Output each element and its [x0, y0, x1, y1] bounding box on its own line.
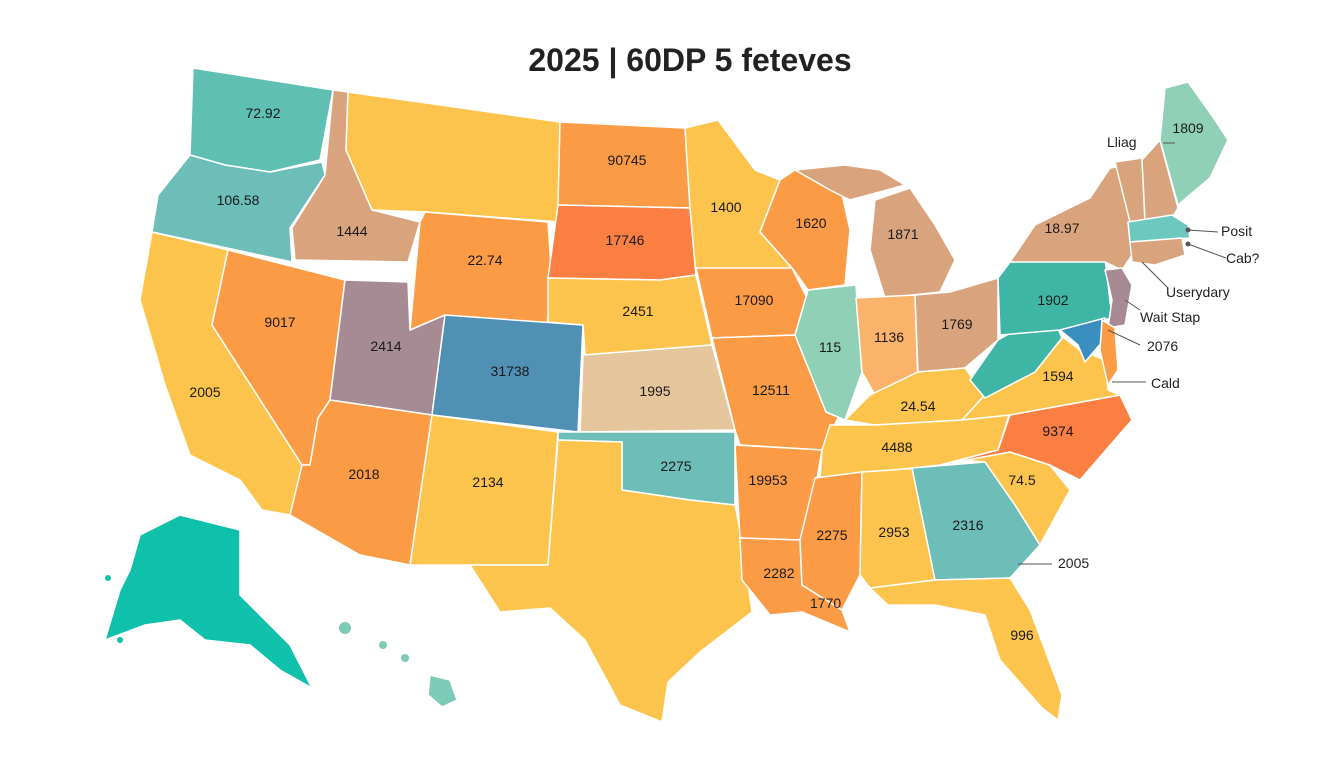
leader-line: [1107, 329, 1141, 346]
value-label-az: 2018: [348, 466, 379, 482]
state-nj[interactable]: [1104, 267, 1133, 329]
value-label-mn: 1400: [710, 199, 741, 215]
callout-2076: 2076: [1147, 338, 1178, 354]
value-label-pa: 1902: [1037, 292, 1068, 308]
state-nm[interactable]: [409, 414, 559, 566]
state-de[interactable]: [1099, 319, 1119, 386]
state-mt[interactable]: [345, 91, 561, 223]
value-label-ok: 2275: [660, 458, 691, 474]
value-label-ne: 2451: [622, 303, 653, 319]
value-label-ga: 2316: [952, 517, 983, 533]
value-label-ny: 18.97: [1044, 220, 1079, 236]
callout-lliag: Lliag: [1107, 134, 1137, 150]
state-mi-upper[interactable]: [794, 164, 906, 201]
hawaii-island: [401, 654, 409, 662]
state-ct[interactable]: [1129, 237, 1186, 266]
leader-line: [1187, 229, 1219, 233]
leader-dot: [1185, 241, 1191, 247]
value-label-il: 115: [819, 339, 842, 355]
map-title: 2025 | 60DP 5 feteves: [528, 42, 852, 78]
value-label-mi: 1871: [887, 226, 918, 242]
value-label-ky: 24.54: [900, 398, 935, 414]
value-label-or: 106.58: [217, 192, 260, 208]
state-nh[interactable]: [1141, 139, 1179, 221]
value-label-wa: 72.92: [245, 105, 280, 121]
aleutian-island: [105, 575, 111, 581]
value-label-al: 2953: [878, 524, 909, 540]
value-label-sc: 74.5: [1008, 472, 1035, 488]
callout-2005-se: 2005: [1058, 555, 1089, 571]
state-or[interactable]: [151, 154, 326, 263]
value-label-nv: 9017: [264, 314, 295, 330]
value-label-ar: 19953: [749, 472, 788, 488]
value-label-nd: 90745: [608, 152, 647, 168]
state-md[interactable]: [1059, 317, 1106, 363]
value-label-ks: 1995: [639, 383, 670, 399]
callout-cab: Cab?: [1226, 250, 1260, 266]
value-label-oh: 1769: [941, 316, 972, 332]
value-label-ia: 17090: [735, 292, 774, 308]
value-label-ms: 2275: [816, 527, 847, 543]
value-label-wy: 22.74: [467, 252, 502, 268]
state-hi[interactable]: [427, 674, 458, 708]
value-label-tn: 4488: [881, 439, 912, 455]
state-mi[interactable]: [869, 187, 956, 299]
callout-userydary: Userydary: [1166, 284, 1230, 300]
leader-line: [1187, 243, 1227, 259]
callout-cald: Cald: [1151, 375, 1180, 391]
state-nc[interactable]: [939, 394, 1133, 481]
callout-posit: Posit: [1221, 223, 1252, 239]
value-label-wi: 1620: [795, 215, 826, 231]
leader-dot: [1185, 227, 1191, 233]
value-label-ut: 2414: [370, 338, 401, 354]
value-label-nm: 2134: [472, 474, 503, 490]
value-label-in: 1136: [874, 329, 904, 345]
callout-wait-stap: Wait Stap: [1140, 309, 1200, 325]
state-ak[interactable]: [104, 514, 313, 689]
state-me[interactable]: [1159, 81, 1229, 206]
leader-line: [1141, 261, 1169, 289]
state-tx[interactable]: [469, 439, 753, 723]
value-label-fl: 996: [1010, 627, 1034, 643]
hawaii-island: [379, 641, 387, 649]
state-fl[interactable]: [869, 577, 1063, 721]
hawaii-island: [339, 622, 351, 634]
value-label-ca: 2005: [189, 384, 220, 400]
value-label-id: 1444: [336, 223, 367, 239]
leader-line: [1124, 299, 1141, 311]
value-label-la: 2282: [763, 565, 794, 581]
value-label-va: 1594: [1042, 368, 1073, 384]
value-label-co: 31738: [491, 363, 530, 379]
callout-1770: 1770: [810, 595, 841, 611]
aleutian-island: [117, 637, 123, 643]
value-label-sd: 17746: [606, 232, 645, 248]
value-label-nc: 9374: [1042, 423, 1073, 439]
value-label-me: 1809: [1172, 120, 1203, 136]
value-label-mo: 12511: [752, 382, 790, 398]
